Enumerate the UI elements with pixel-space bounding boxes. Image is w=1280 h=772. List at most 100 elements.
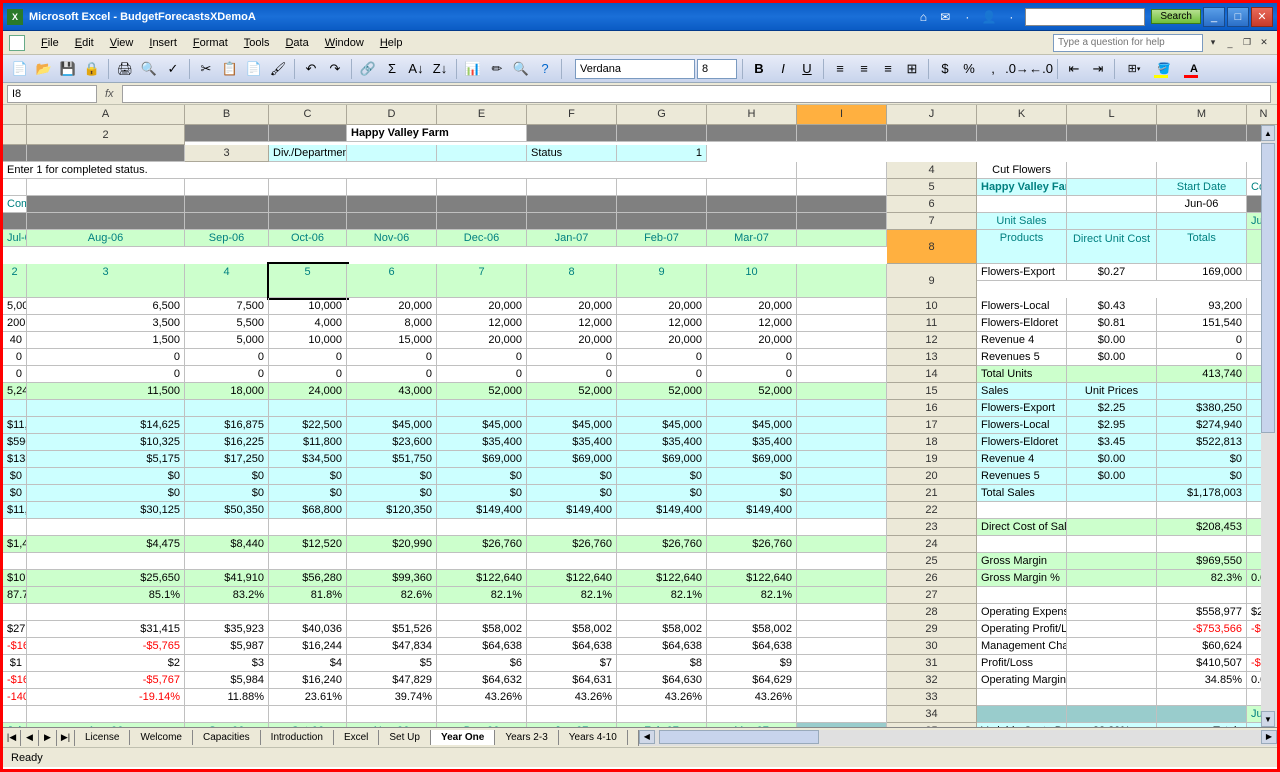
cell[interactable]: Oct-06 xyxy=(269,723,347,727)
redo-icon[interactable]: ↷ xyxy=(324,58,346,80)
cell[interactable]: 52,000 xyxy=(617,383,707,400)
cell[interactable]: 0 xyxy=(185,366,269,383)
cell[interactable]: 10 xyxy=(707,264,797,298)
cell[interactable]: 85.1% xyxy=(27,587,185,604)
undo-icon[interactable]: ↶ xyxy=(300,58,322,80)
cell[interactable] xyxy=(437,179,527,196)
cell[interactable] xyxy=(269,196,347,213)
cell[interactable]: 1 xyxy=(617,145,707,162)
menu-tools[interactable]: Tools xyxy=(236,34,278,52)
doc-minimize-button[interactable]: _ xyxy=(1223,36,1237,50)
cell[interactable]: 11.88% xyxy=(185,689,269,706)
cell[interactable]: $64,629 xyxy=(707,672,797,689)
cell[interactable]: 40 xyxy=(3,332,27,349)
cell[interactable]: $26,760 xyxy=(437,536,527,553)
cell[interactable]: Variable Costs Budget xyxy=(977,723,1067,727)
cell[interactable]: 4,000 xyxy=(269,315,347,332)
cell[interactable]: $380,250 xyxy=(1157,400,1247,417)
cell[interactable]: Unit Sales xyxy=(977,213,1067,230)
permission-icon[interactable]: 🔒 xyxy=(81,58,103,80)
cell[interactable] xyxy=(797,655,887,672)
cell[interactable]: Sep-06 xyxy=(185,230,269,247)
scroll-down-icon[interactable]: ▼ xyxy=(1261,711,1275,727)
cell[interactable]: Revenues 5 xyxy=(977,349,1067,366)
cell[interactable] xyxy=(347,196,437,213)
cell[interactable]: Operating Expenses xyxy=(977,604,1067,621)
col-head-F[interactable]: F xyxy=(527,105,617,125)
cell[interactable] xyxy=(797,519,887,536)
cell[interactable] xyxy=(617,196,707,213)
cell[interactable]: Flowers-Eldoret xyxy=(977,315,1067,332)
percent-icon[interactable]: % xyxy=(958,58,980,80)
cell[interactable]: $274,940 xyxy=(1157,417,1247,434)
autosum-icon[interactable]: Σ xyxy=(381,58,403,80)
menu-help[interactable]: Help xyxy=(372,34,411,52)
col-head-D[interactable]: D xyxy=(347,105,437,125)
cell[interactable]: $11,250 xyxy=(3,417,27,434)
cell[interactable] xyxy=(707,400,797,417)
cell[interactable]: 169,000 xyxy=(1157,264,1247,281)
cell[interactable]: $0.81 xyxy=(1067,315,1157,332)
row-head[interactable]: 8 xyxy=(887,230,977,264)
cell[interactable]: Jun-06 xyxy=(1157,196,1247,213)
cell[interactable]: $34,500 xyxy=(269,451,347,468)
cut-icon[interactable]: ✂ xyxy=(195,58,217,80)
cell[interactable]: 0 xyxy=(3,366,27,383)
cell[interactable]: $35,400 xyxy=(707,434,797,451)
cell[interactable]: $64,631 xyxy=(527,672,617,689)
cell[interactable] xyxy=(1157,587,1247,604)
cell[interactable] xyxy=(1067,536,1157,553)
cell[interactable] xyxy=(527,125,617,142)
cell[interactable] xyxy=(3,145,27,162)
cell[interactable]: Jan-07 xyxy=(527,230,617,247)
cell[interactable]: 0 xyxy=(527,366,617,383)
cell[interactable]: $40,036 xyxy=(269,621,347,638)
cell[interactable]: 5,000 xyxy=(185,332,269,349)
increase-decimal-icon[interactable]: .0→ xyxy=(1006,58,1028,80)
cell[interactable] xyxy=(797,366,887,383)
cell[interactable]: $3 xyxy=(185,655,269,672)
cell[interactable]: $2.95 xyxy=(1067,417,1157,434)
cell[interactable]: $51,750 xyxy=(347,451,437,468)
cell[interactable] xyxy=(1067,672,1157,689)
cell[interactable] xyxy=(707,213,797,230)
cell[interactable]: $2.25 xyxy=(1067,400,1157,417)
cell[interactable]: $0 xyxy=(437,468,527,485)
col-head-I[interactable]: I xyxy=(797,105,887,125)
cell[interactable] xyxy=(797,672,887,689)
cell[interactable] xyxy=(707,604,797,621)
cell[interactable] xyxy=(1067,570,1157,587)
col-head-C[interactable]: C xyxy=(269,105,347,125)
cell[interactable] xyxy=(797,553,887,570)
row-head[interactable]: 32 xyxy=(887,672,977,689)
align-center-icon[interactable]: ≡ xyxy=(853,58,875,80)
cell[interactable]: $0.00 xyxy=(1067,332,1157,349)
cell[interactable] xyxy=(185,553,269,570)
cell[interactable]: 0 xyxy=(707,366,797,383)
row-head[interactable]: 6 xyxy=(887,196,977,213)
cell[interactable] xyxy=(3,553,27,570)
cell[interactable]: 0 xyxy=(269,366,347,383)
cell[interactable] xyxy=(185,196,269,213)
col-head-B[interactable]: B xyxy=(185,105,269,125)
cell[interactable] xyxy=(27,179,185,196)
scroll-thumb[interactable] xyxy=(1261,143,1275,433)
cell[interactable]: $25,650 xyxy=(27,570,185,587)
cell[interactable]: Jan-07 xyxy=(527,723,617,727)
cell[interactable]: 82.1% xyxy=(437,587,527,604)
cell[interactable] xyxy=(797,621,887,638)
cell[interactable] xyxy=(269,125,347,142)
cell[interactable] xyxy=(797,264,887,298)
tab-capacities[interactable]: Capacities xyxy=(193,730,261,745)
cell[interactable]: $138 xyxy=(3,451,27,468)
cell[interactable]: 0 xyxy=(1157,349,1247,366)
cell[interactable] xyxy=(797,502,887,519)
cell[interactable] xyxy=(797,230,887,247)
cell[interactable] xyxy=(269,519,347,536)
cell[interactable] xyxy=(1067,485,1157,502)
preview-icon[interactable]: 🔍 xyxy=(138,58,160,80)
cell[interactable]: Nov-06 xyxy=(347,723,437,727)
home-icon[interactable]: ⌂ xyxy=(915,9,931,25)
col-head-G[interactable]: G xyxy=(617,105,707,125)
cell[interactable] xyxy=(1067,125,1157,142)
